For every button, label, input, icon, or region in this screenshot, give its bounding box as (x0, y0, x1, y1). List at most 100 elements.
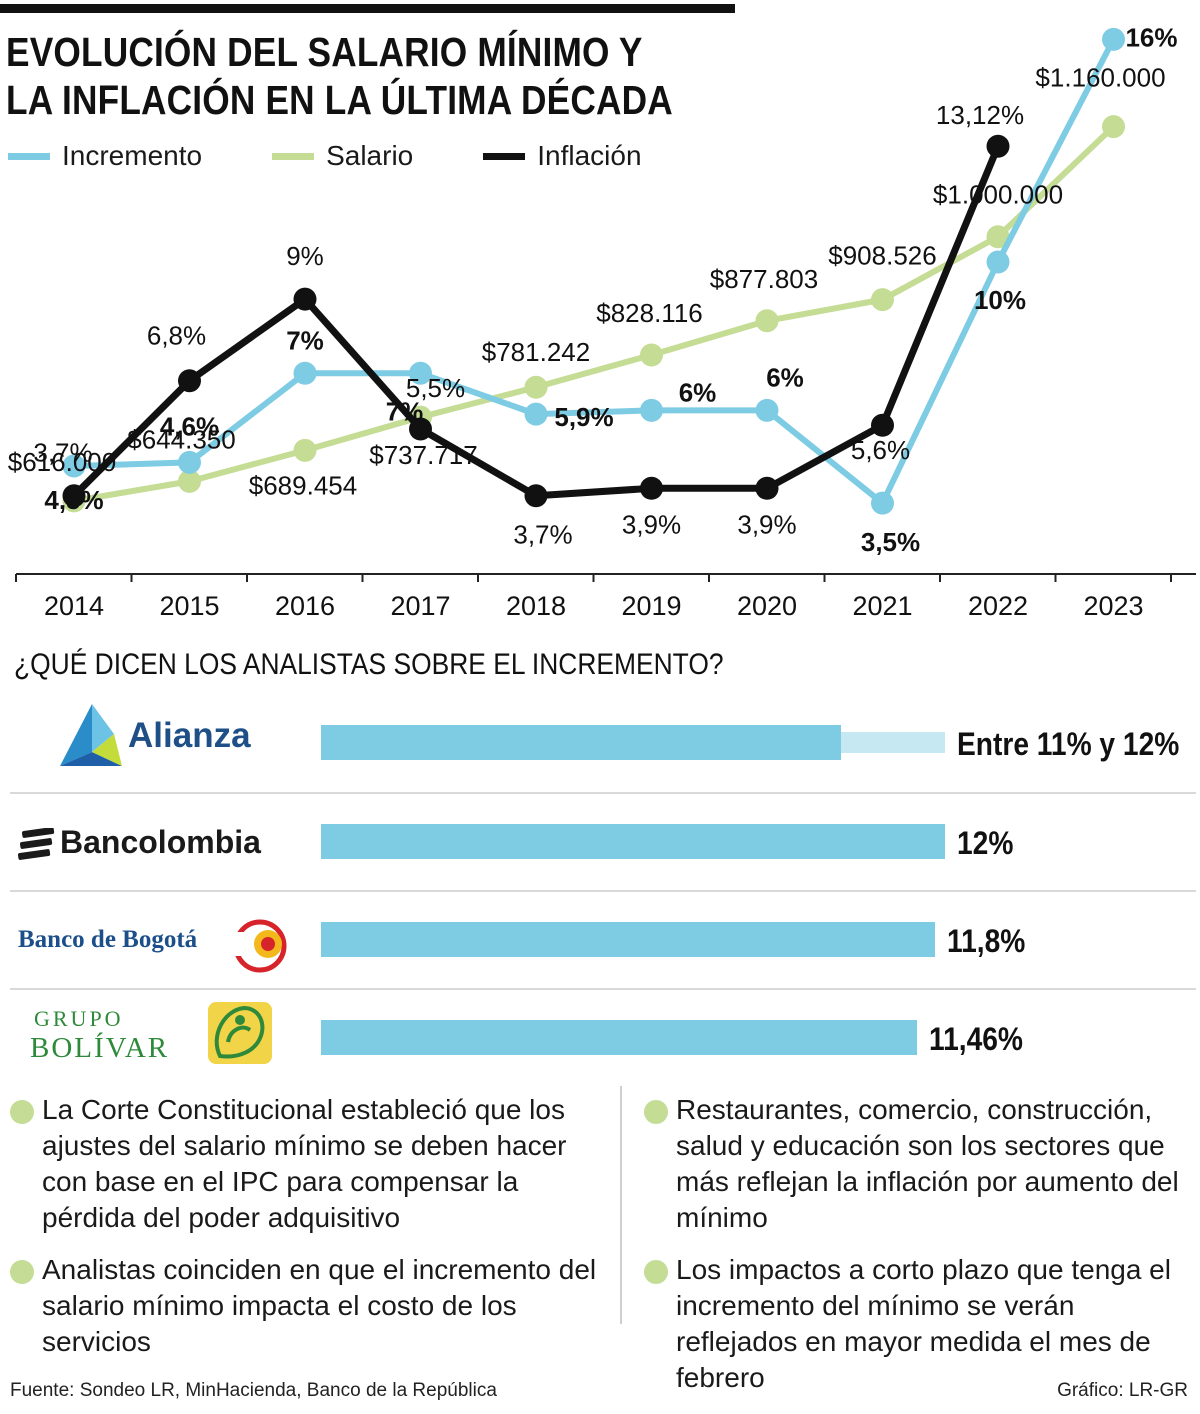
data-label-inflacion: 3,9% (737, 509, 796, 539)
data-label-inflacion: 5,5% (406, 373, 465, 403)
analyst-name-banco-de-bogota: Banco de Bogotá (18, 926, 198, 953)
note-item: Restaurantes, comercio, construcción, sa… (644, 1092, 1194, 1236)
data-label-salario: $644.350 (127, 424, 235, 454)
point-incremento (1102, 27, 1125, 51)
row-divider (10, 890, 1196, 892)
point-incremento (986, 250, 1010, 274)
bullet-icon (644, 1260, 668, 1284)
source-note: Fuente: Sondeo LR, MinHacienda, Banco de… (10, 1380, 497, 1401)
point-salario (755, 309, 779, 333)
note-item: Analistas coinciden en que el incremento… (10, 1252, 600, 1360)
analyst-value-bancolombia: 12% (957, 825, 1014, 861)
alianza-logo-icon (60, 704, 122, 766)
legend-swatch-incremento (8, 152, 50, 160)
analyst-bar-alianza (321, 725, 841, 760)
analyst-value-banco-de-bogota: 11,8% (946, 923, 1025, 959)
analyst-name-alianza: Alianza (128, 716, 251, 755)
analyst-name-bolivar: BOLÍVAR (30, 1032, 170, 1064)
data-label-incremento: 5,9% (554, 402, 613, 432)
point-incremento (293, 361, 317, 385)
legend-item-incremento: Incremento (8, 140, 202, 172)
legend-swatch-salario (272, 152, 315, 160)
data-label-salario: $1.000.000 (933, 180, 1063, 210)
analyst-bar-bancolombia (321, 824, 945, 859)
bullet-icon (644, 1100, 668, 1124)
analyst-value-grupo-bolivar: 11,46% (928, 1021, 1023, 1057)
x-tick-label-2020: 2020 (737, 591, 797, 621)
point-inflacion (986, 134, 1010, 158)
data-label-inflacion: 9% (286, 241, 324, 271)
legend-label-inflacion: Inflación (537, 140, 642, 171)
legend-swatch-inflacion (483, 152, 526, 160)
data-label-incremento: 6% (679, 377, 717, 407)
point-inflacion (871, 413, 894, 437)
point-incremento (62, 454, 86, 478)
note-text: Restaurantes, comercio, construcción, sa… (676, 1094, 1179, 1233)
point-incremento (178, 450, 201, 474)
point-incremento (409, 361, 432, 385)
point-inflacion (524, 484, 548, 508)
note-text: La Corte Constitucional estableció que l… (42, 1094, 567, 1233)
data-label-inflacion: 3,7% (33, 438, 92, 468)
x-tick-label-2017: 2017 (390, 591, 450, 621)
note-text: Los impactos a corto plazo que tenga el … (676, 1254, 1171, 1393)
notes-divider (620, 1086, 622, 1324)
data-label-salario: $737.717 (369, 440, 477, 470)
point-inflacion (755, 476, 779, 500)
analyst-bar-grupo-bolivar (321, 1020, 917, 1055)
data-label-incremento: 16% (1125, 22, 1177, 52)
grupo-bolivar-logo-icon (208, 1002, 272, 1064)
x-tick-label-2019: 2019 (621, 591, 681, 621)
row-divider (10, 988, 1196, 990)
analyst-row-grupo-bolivar: GRUPO BOLÍVAR 11,46% (0, 990, 1196, 1088)
x-tick-label-2018: 2018 (506, 591, 566, 621)
data-label-incremento: 7% (386, 396, 424, 426)
point-salario (871, 288, 894, 312)
data-label-incremento: 10% (974, 285, 1026, 315)
x-tick-label-2016: 2016 (275, 591, 335, 621)
data-label-inflacion: 6,8% (147, 321, 206, 351)
series-line-salario (73, 124, 1116, 504)
title-top-rule (0, 4, 735, 13)
note-item: La Corte Constitucional estableció que l… (10, 1092, 600, 1236)
data-label-incremento: 6% (766, 362, 804, 392)
x-tick-label-2015: 2015 (159, 591, 219, 621)
graphic-credit: Gráfico: LR-GR (1057, 1380, 1188, 1401)
data-label-inflacion: 5,6% (851, 435, 910, 465)
analyst-value-alianza: Entre 11% y 12% (957, 726, 1180, 762)
banco-de-bogota-logo-icon (232, 919, 287, 973)
legend-item-inflacion: Inflación (483, 140, 642, 172)
point-salario (178, 469, 201, 493)
point-incremento (524, 402, 548, 426)
notes-right: Restaurantes, comercio, construcción, sa… (644, 1092, 1194, 1412)
data-label-incremento: 4,6% (160, 411, 219, 441)
data-label-salario: $877.803 (710, 264, 818, 294)
analyst-bar-range-alianza (841, 732, 945, 753)
data-label-salario: $616.000 (8, 447, 116, 477)
notes-left: La Corte Constitucional estableció que l… (10, 1092, 600, 1376)
point-incremento (871, 491, 894, 515)
x-tick-label-2023: 2023 (1083, 591, 1143, 621)
point-salario (524, 375, 548, 399)
data-label-salario: $781.242 (482, 337, 590, 367)
legend-label-salario: Salario (326, 140, 414, 171)
point-salario (986, 225, 1010, 249)
series-line-incremento (73, 38, 1117, 507)
legend-label-incremento: Incremento (62, 140, 203, 171)
data-label-salario: $689.454 (249, 470, 357, 500)
bullet-icon (10, 1260, 34, 1284)
point-incremento (640, 398, 663, 422)
bancolombia-logo-icon (18, 828, 55, 860)
data-label-salario: $908.526 (828, 241, 936, 271)
point-inflacion (640, 476, 663, 500)
point-inflacion (62, 484, 86, 508)
analyst-name-grupo: GRUPO (34, 1006, 124, 1031)
analyst-bar-banco-de-bogota (321, 922, 935, 957)
x-tick-label-2021: 2021 (852, 591, 912, 621)
analyst-row-alianza: Alianza Entre 11% y 12% (0, 694, 1196, 792)
point-inflacion (293, 287, 317, 311)
data-label-inflacion: 3,7% (513, 520, 572, 550)
data-label-incremento: 7% (286, 325, 324, 355)
line-chart: 2014 2015 2016 2017 2018 2019 2020 2021 2022 2023… (8, 22, 1196, 621)
data-label-salario: $828.116 (596, 298, 703, 328)
